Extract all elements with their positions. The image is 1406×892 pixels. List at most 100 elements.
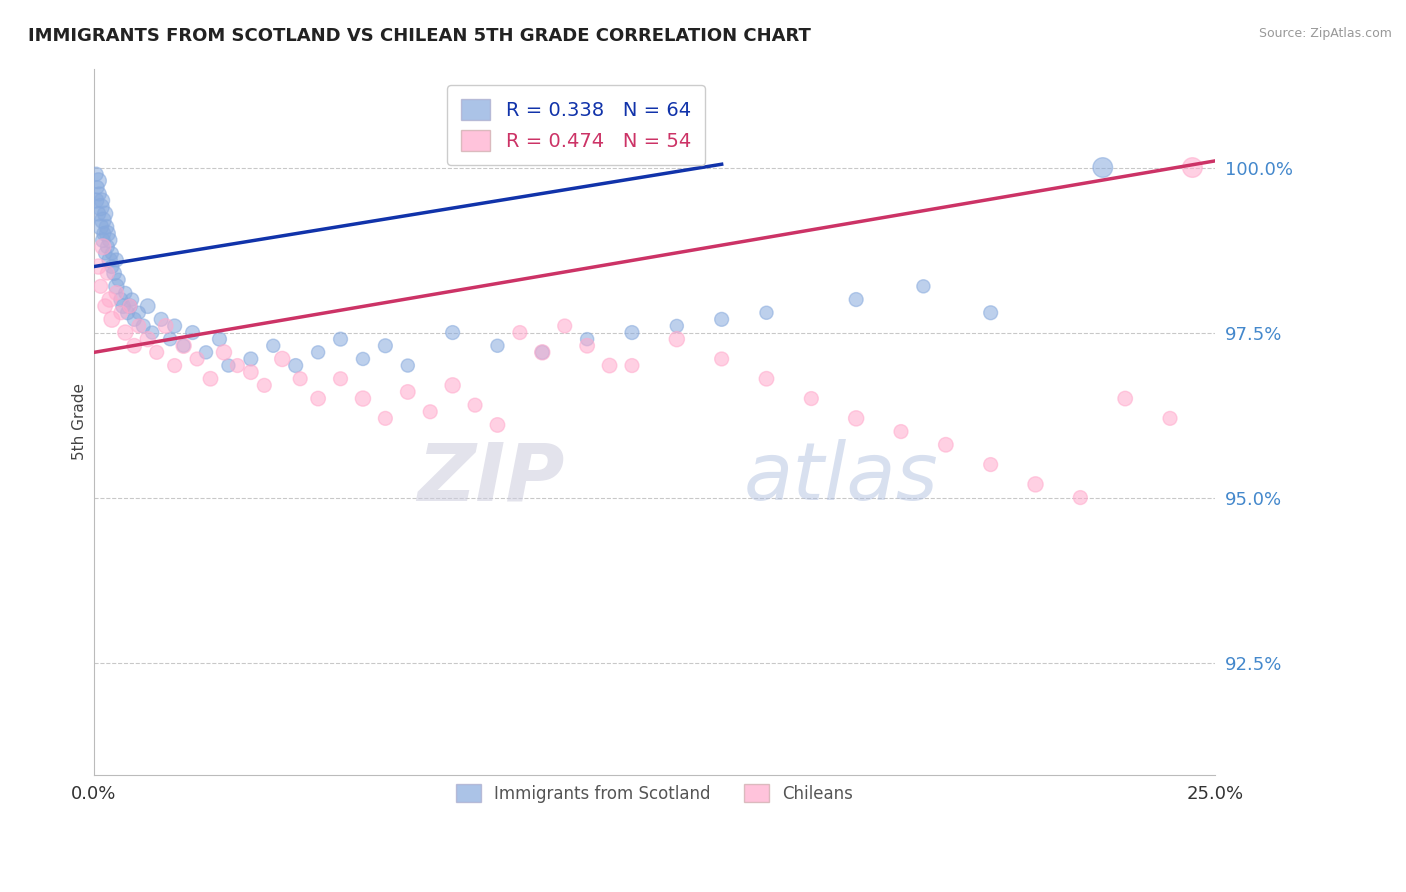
Point [114, 285, 136, 300]
Point [755, 306, 778, 320]
Point [94, 207, 117, 221]
Point [145, 345, 167, 359]
Point [110, 306, 132, 320]
Point [800, 392, 823, 406]
Point [419, 405, 441, 419]
Point [396, 384, 419, 399]
Point [98, 233, 121, 247]
Point [755, 372, 778, 386]
Point [665, 318, 688, 333]
Point [1181, 161, 1204, 175]
Point [93, 227, 115, 241]
Text: IMMIGRANTS FROM SCOTLAND VS CHILEAN 5TH GRADE CORRELATION CHART: IMMIGRANTS FROM SCOTLAND VS CHILEAN 5TH … [28, 27, 811, 45]
Point [86, 180, 108, 194]
Point [150, 312, 173, 326]
Point [105, 279, 128, 293]
Y-axis label: 5th Grade: 5th Grade [72, 384, 87, 460]
Point [935, 438, 957, 452]
Point [980, 306, 1002, 320]
Point [105, 252, 128, 267]
Point [374, 339, 396, 353]
Point [665, 332, 688, 346]
Point [352, 351, 374, 366]
Point [90, 200, 112, 214]
Point [141, 326, 163, 340]
Point [87, 174, 110, 188]
Text: ZIP: ZIP [418, 439, 565, 517]
Point [374, 411, 396, 425]
Point [98, 293, 121, 307]
Point [105, 285, 128, 300]
Point [217, 359, 239, 373]
Point [101, 246, 124, 260]
Point [980, 458, 1002, 472]
Point [620, 359, 643, 373]
Point [226, 359, 249, 373]
Point [163, 318, 186, 333]
Point [96, 240, 118, 254]
Point [128, 318, 150, 333]
Point [531, 345, 554, 359]
Point [710, 351, 733, 366]
Point [288, 372, 311, 386]
Point [1069, 491, 1091, 505]
Point [87, 207, 110, 221]
Point [173, 339, 195, 353]
Point [352, 392, 374, 406]
Point [271, 351, 294, 366]
Point [186, 351, 208, 366]
Point [464, 398, 486, 412]
Point [620, 326, 643, 340]
Point [1024, 477, 1046, 491]
Point [96, 266, 118, 280]
Point [181, 326, 204, 340]
Point [599, 359, 621, 373]
Point [132, 318, 155, 333]
Point [307, 392, 329, 406]
Point [136, 299, 159, 313]
Point [845, 411, 868, 425]
Point [239, 351, 262, 366]
Point [91, 240, 114, 254]
Point [91, 194, 114, 208]
Point [212, 345, 235, 359]
Point [84, 194, 107, 208]
Point [87, 260, 110, 274]
Point [159, 332, 181, 346]
Point [155, 318, 177, 333]
Point [118, 299, 141, 313]
Point [124, 339, 146, 353]
Point [307, 345, 329, 359]
Point [90, 279, 112, 293]
Point [890, 425, 912, 439]
Point [107, 273, 129, 287]
Point [239, 365, 262, 379]
Point [110, 293, 132, 307]
Point [531, 345, 554, 359]
Point [101, 312, 124, 326]
Point [117, 306, 139, 320]
Point [124, 312, 146, 326]
Point [136, 332, 159, 346]
Point [173, 339, 195, 353]
Legend: Immigrants from Scotland, Chileans: Immigrants from Scotland, Chileans [443, 771, 866, 816]
Point [1159, 411, 1181, 425]
Point [96, 227, 118, 241]
Point [329, 332, 352, 346]
Point [200, 372, 222, 386]
Point [441, 378, 464, 392]
Point [509, 326, 531, 340]
Point [94, 246, 117, 260]
Text: atlas: atlas [744, 439, 939, 517]
Point [101, 260, 124, 274]
Point [94, 299, 117, 313]
Point [1091, 161, 1114, 175]
Point [112, 299, 135, 313]
Point [208, 332, 231, 346]
Point [576, 339, 599, 353]
Point [128, 306, 150, 320]
Point [103, 266, 125, 280]
Point [710, 312, 733, 326]
Text: Source: ZipAtlas.com: Source: ZipAtlas.com [1258, 27, 1392, 40]
Point [486, 417, 509, 432]
